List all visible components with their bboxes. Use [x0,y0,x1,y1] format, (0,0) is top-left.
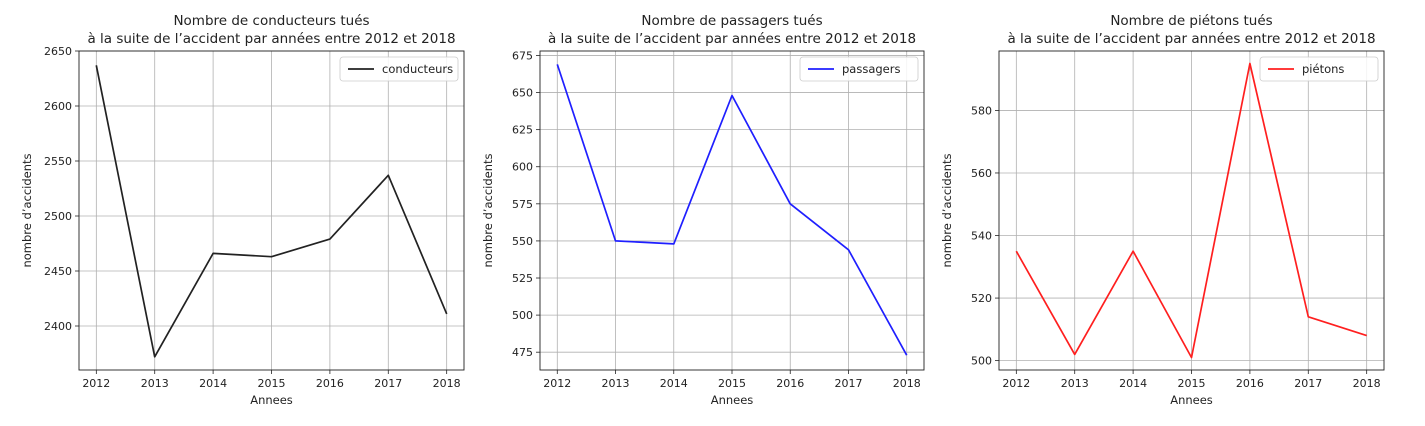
chart-title: Nombre de passagers tués [641,13,822,29]
y-tick-label: 580 [971,104,992,117]
legend-label: passagers [842,62,900,76]
x-tick-label: 2017 [1294,377,1322,390]
y-tick-label: 575 [512,198,533,211]
x-axis-label: Annees [250,393,293,407]
y-tick-label: 520 [971,292,992,305]
y-tick-label: 2400 [44,320,72,333]
x-tick-label: 2013 [1061,377,1089,390]
plot-frame [78,50,465,371]
y-tick-label: 2500 [44,210,72,223]
legend: piétons [1259,56,1379,82]
plot-frame [998,50,1385,371]
legend-box [1259,56,1379,82]
x-tick-label: 2015 [258,377,286,390]
y-tick-label: 550 [512,235,533,248]
y-tick-label: 2550 [44,155,72,168]
chart-subtitle: à la suite de l’accident par années entr… [1007,31,1375,47]
y-tick-label: 2450 [44,265,72,278]
chart-panel-2: Nombre de passagers tués à la suite de l’… [481,13,925,407]
legend: conducteurs [339,56,459,82]
x-tick-label: 2013 [141,377,169,390]
x-tick-label: 2015 [1178,377,1206,390]
chart-subtitle: à la suite de l’accident par années entr… [87,31,455,47]
y-tick-label: 540 [971,230,992,243]
plot-frame [539,50,925,371]
y-axis-label: nombre d’accidents [940,153,954,267]
y-axis-label: nombre d’accidents [481,153,495,267]
chart-panel-3: Nombre de piétons tués à la suite de l’ac… [940,13,1385,407]
y-tick-label: 2600 [44,100,72,113]
y-tick-label: 560 [971,167,992,180]
legend-box [799,56,919,82]
x-tick-label: 2017 [834,377,862,390]
x-tick-label: 2014 [660,377,688,390]
x-axis-label: Annees [1170,393,1213,407]
x-tick-label: 2012 [543,377,571,390]
y-tick-label: 2650 [44,45,72,58]
x-tick-label: 2014 [1119,377,1147,390]
y-tick-label: 650 [512,87,533,100]
legend-label: piétons [1302,62,1344,76]
y-tick-label: 475 [512,346,533,359]
legend-label: conducteurs [382,62,453,76]
x-tick-label: 2012 [82,377,110,390]
series-line-conducteurs [95,65,448,358]
y-tick-label: 500 [971,355,992,368]
y-tick-label: 625 [512,124,533,137]
x-tick-label: 2018 [893,377,921,390]
x-axis-label: Annees [711,393,754,407]
y-axis-label: nombre d’accidents [20,153,34,267]
y-tick-label: 600 [512,161,533,174]
chart-subtitle: à la suite de l’accident par années entr… [548,31,916,47]
legend-box [339,56,459,82]
y-tick-label: 525 [512,272,533,285]
y-tick-label: 675 [512,49,533,62]
y-tick-label: 500 [512,309,533,322]
chart-title: Nombre de conducteurs tués [173,13,369,29]
x-tick-label: 2018 [1353,377,1381,390]
chart-title: Nombre de piétons tués [1110,13,1272,29]
series-line-passagers [556,64,908,356]
x-tick-label: 2016 [316,377,344,390]
x-tick-label: 2012 [1002,377,1030,390]
x-tick-label: 2015 [718,377,746,390]
chart-panel-1: Nombre de conducteurs tués à la suite de … [20,13,465,407]
x-tick-label: 2018 [433,377,461,390]
legend: passagers [799,56,919,82]
series-line-piétons [1015,62,1367,359]
x-tick-label: 2014 [199,377,227,390]
x-tick-label: 2013 [602,377,630,390]
x-tick-label: 2017 [374,377,402,390]
x-tick-label: 2016 [1236,377,1264,390]
x-tick-label: 2016 [776,377,804,390]
